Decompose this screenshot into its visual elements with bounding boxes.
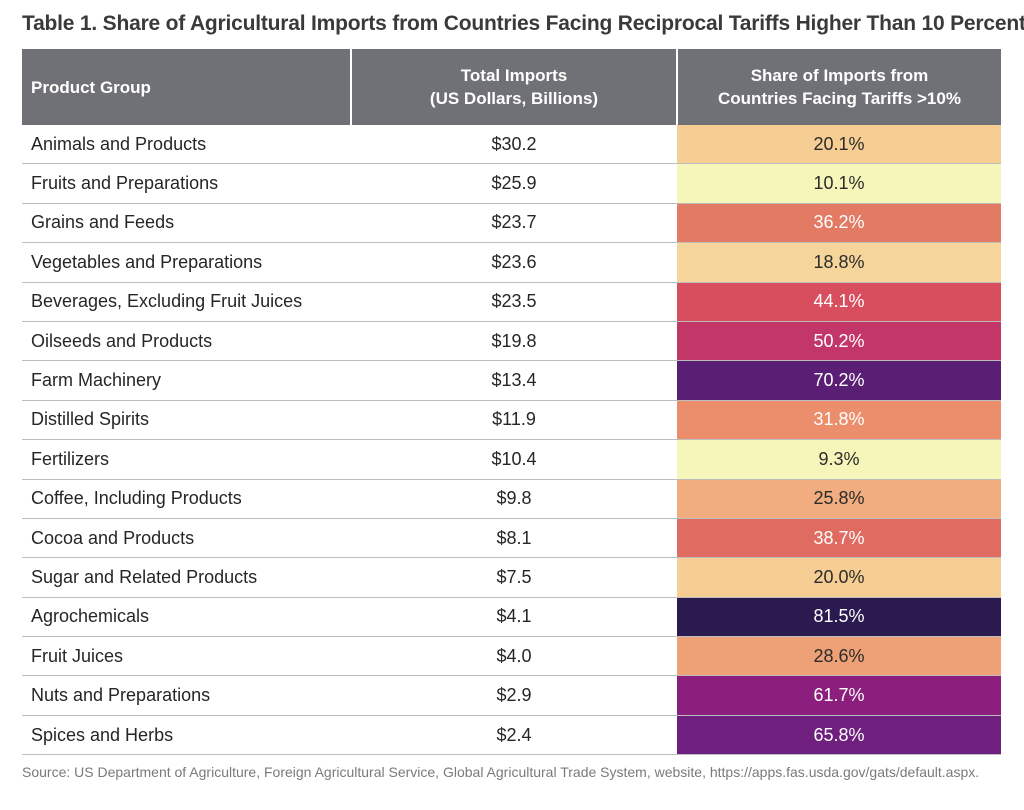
table-row: Agrochemicals $4.1 81.5% [22, 597, 1001, 638]
share-imports-cell: 20.0% [677, 557, 1001, 598]
header-share-imports-line1: Share of Imports from [750, 66, 929, 85]
table-row: Oilseeds and Products $19.8 50.2% [22, 321, 1001, 362]
table-row: Spices and Herbs $2.4 65.8% [22, 715, 1001, 756]
total-imports-cell: $2.9 [351, 675, 677, 716]
total-imports-cell: $25.9 [351, 163, 677, 204]
header-total-imports-line2: (US Dollars, Billions) [429, 89, 599, 108]
source-note: Source: US Department of Agriculture, Fo… [22, 764, 980, 780]
share-imports-cell: 65.8% [677, 715, 1001, 756]
header-share-imports-line2: Countries Facing Tariffs >10% [718, 89, 961, 108]
total-imports-cell: $8.1 [351, 518, 677, 559]
header-product-group: Product Group [22, 49, 352, 125]
total-imports-cell: $30.2 [351, 125, 677, 165]
product-group-cell: Animals and Products [22, 125, 351, 165]
product-group-cell: Beverages, Excluding Fruit Juices [22, 282, 351, 322]
product-group-cell: Grains and Feeds [22, 203, 351, 244]
table-row: Animals and Products $30.2 20.1% [22, 125, 1001, 165]
total-imports-cell: $11.9 [351, 400, 677, 441]
total-imports-cell: $4.0 [351, 636, 677, 677]
total-imports-cell: $9.8 [351, 479, 677, 519]
product-group-cell: Fruits and Preparations [22, 163, 351, 204]
share-imports-cell: 25.8% [677, 479, 1001, 519]
table-row: Sugar and Related Products $7.5 20.0% [22, 557, 1001, 598]
total-imports-cell: $19.8 [351, 321, 677, 362]
header-total-imports: Total Imports (US Dollars, Billions) [351, 49, 678, 125]
product-group-cell: Cocoa and Products [22, 518, 351, 559]
table-row: Fruit Juices $4.0 28.6% [22, 636, 1001, 677]
share-imports-cell: 44.1% [677, 282, 1001, 322]
total-imports-cell: $23.7 [351, 203, 677, 244]
product-group-cell: Coffee, Including Products [22, 479, 351, 519]
table-row: Grains and Feeds $23.7 36.2% [22, 203, 1001, 244]
table-row: Distilled Spirits $11.9 31.8% [22, 400, 1001, 441]
total-imports-cell: $23.6 [351, 242, 677, 283]
header-share-imports: Share of Imports from Countries Facing T… [677, 49, 1001, 125]
table-row: Beverages, Excluding Fruit Juices $23.5 44… [22, 282, 1001, 322]
total-imports-cell: $7.5 [351, 557, 677, 598]
total-imports-cell: $4.1 [351, 597, 677, 638]
table-header-row: Product Group Total Imports (US Dollars,… [22, 49, 1001, 125]
table-row: Coffee, Including Products $9.8 25.8% [22, 479, 1001, 519]
share-imports-cell: 28.6% [677, 636, 1001, 677]
table-row: Vegetables and Preparations $23.6 18.8% [22, 242, 1001, 283]
table-row: Cocoa and Products $8.1 38.7% [22, 518, 1001, 559]
product-group-cell: Agrochemicals [22, 597, 351, 638]
share-imports-cell: 36.2% [677, 203, 1001, 244]
product-group-cell: Oilseeds and Products [22, 321, 351, 362]
share-imports-cell: 70.2% [677, 360, 1001, 401]
product-group-cell: Farm Machinery [22, 360, 351, 401]
table-row: Fruits and Preparations $25.9 10.1% [22, 163, 1001, 204]
share-imports-cell: 18.8% [677, 242, 1001, 283]
total-imports-cell: $23.5 [351, 282, 677, 322]
total-imports-cell: $2.4 [351, 715, 677, 756]
header-total-imports-line1: Total Imports [460, 66, 568, 85]
share-imports-cell: 50.2% [677, 321, 1001, 362]
imports-table: Product Group Total Imports (US Dollars,… [22, 49, 1001, 756]
table-row: Farm Machinery $13.4 70.2% [22, 360, 1001, 401]
product-group-cell: Sugar and Related Products [22, 557, 351, 598]
product-group-cell: Vegetables and Preparations [22, 242, 351, 283]
product-group-cell: Nuts and Preparations [22, 675, 351, 716]
product-group-cell: Fertilizers [22, 439, 351, 480]
product-group-cell: Spices and Herbs [22, 715, 351, 756]
share-imports-cell: 9.3% [677, 439, 1001, 480]
share-imports-cell: 10.1% [677, 163, 1001, 204]
share-imports-cell: 61.7% [677, 675, 1001, 716]
share-imports-cell: 38.7% [677, 518, 1001, 559]
product-group-cell: Distilled Spirits [22, 400, 351, 441]
share-imports-cell: 20.1% [677, 125, 1001, 165]
share-imports-cell: 31.8% [677, 400, 1001, 441]
total-imports-cell: $13.4 [351, 360, 677, 401]
table-row: Fertilizers $10.4 9.3% [22, 439, 1001, 480]
product-group-cell: Fruit Juices [22, 636, 351, 677]
table-row: Nuts and Preparations $2.9 61.7% [22, 675, 1001, 716]
share-imports-cell: 81.5% [677, 597, 1001, 638]
total-imports-cell: $10.4 [351, 439, 677, 480]
table-title: Table 1. Share of Agricultural Imports f… [22, 12, 1024, 35]
table-body: Animals and Products $30.2 20.1% Fruits and… [22, 125, 1001, 756]
